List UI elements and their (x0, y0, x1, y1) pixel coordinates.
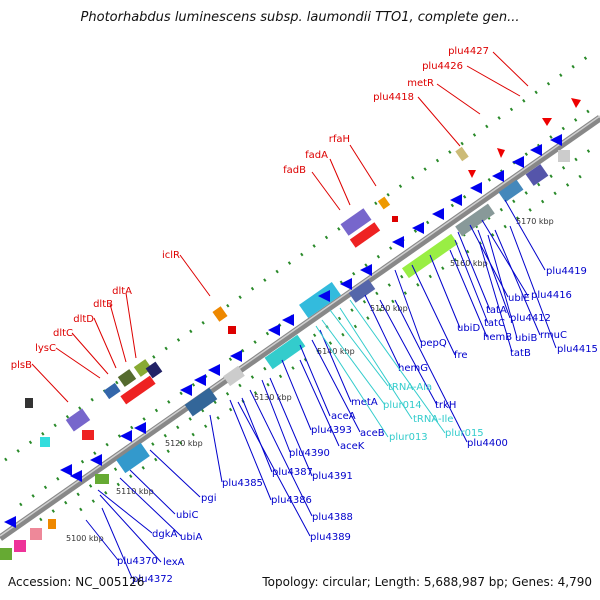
gene-label[interactable]: fadA (305, 150, 328, 161)
scale-tick-label: 5160 kbp (450, 259, 488, 268)
gene-label[interactable]: ubiD (457, 323, 480, 334)
gene-label[interactable]: tRNA-Ala (388, 382, 432, 393)
accession-label: Accession: NC_005126 (8, 575, 145, 589)
gene-label[interactable]: tatA (486, 305, 507, 316)
scale-tick-label: 5130 kbp (254, 393, 292, 402)
scale-tick-label: 5170 kbp (516, 217, 554, 226)
gene-label[interactable]: plu4386 (271, 495, 312, 506)
gene-label[interactable]: plur015 (445, 428, 484, 439)
gene-label[interactable]: metR (407, 78, 434, 89)
gene-label[interactable]: plu4416 (531, 290, 572, 301)
gene-arrows (4, 134, 562, 528)
gene-label[interactable]: plu4388 (312, 512, 353, 523)
topology-label: Topology: circular; Length: 5,688,987 bp… (262, 575, 592, 589)
scale-tick-label: 5140 kbp (317, 347, 355, 356)
cyan-gene-labels: tRNA-Ala plur014 tRNA-Ile plur013 plur01… (383, 382, 484, 443)
gene-label[interactable]: tRNA-Ile (413, 414, 453, 425)
gene-label[interactable]: plur014 (383, 400, 422, 411)
gene-label[interactable]: plu4370 (117, 556, 158, 567)
gene-label[interactable]: plu4400 (467, 438, 508, 449)
gene-label[interactable]: plu4419 (546, 266, 587, 277)
gene-label[interactable]: dgkA (152, 529, 177, 540)
gene-label[interactable]: trkH (435, 400, 456, 411)
gene-label[interactable]: metA (351, 397, 378, 408)
gene-label[interactable]: rmuC (540, 330, 567, 341)
gene-label[interactable]: iclR (162, 250, 180, 261)
gene-label[interactable]: plu4385 (222, 478, 263, 489)
gene-label[interactable]: plu4412 (510, 313, 551, 324)
gene-label[interactable]: fre (454, 350, 468, 361)
gene-label[interactable]: rfaH (329, 134, 350, 145)
gene-label[interactable]: aceK (340, 441, 365, 452)
gene-label[interactable]: plu4389 (310, 532, 351, 543)
gene-label[interactable]: hemG (398, 363, 428, 374)
gene-label[interactable]: dltC (53, 328, 73, 339)
gene-label[interactable]: pgi (201, 493, 216, 504)
scale-tick-label: 5150 kbp (370, 304, 408, 313)
red-gene-labels: plu4427 plu4426 metR plu4418 rfaH fadA f… (11, 46, 489, 371)
gene-label[interactable]: dltB (93, 299, 113, 310)
gene-label[interactable]: fadB (283, 165, 306, 176)
scale-tick-label: 5100 kbp (66, 534, 104, 543)
gene-label[interactable]: plu4393 (311, 425, 352, 436)
gene-label[interactable]: plu4415 (557, 344, 598, 355)
gene-label[interactable]: ubiE (508, 293, 530, 304)
blue-gene-labels: plu4419 plu4416 ubiE tatA plu4412 tatC r… (117, 266, 598, 585)
gene-features-forward (25, 98, 581, 447)
gene-label[interactable]: plu4390 (289, 448, 330, 459)
gene-label[interactable]: hemB (483, 332, 512, 343)
gene-features-reverse (0, 150, 570, 560)
gene-label[interactable]: ubiA (180, 532, 202, 543)
gene-label[interactable]: plu4427 (448, 46, 489, 57)
gene-label[interactable]: tatC (484, 318, 505, 329)
gene-label[interactable]: pepQ (420, 338, 447, 349)
gene-label[interactable]: aceA (331, 411, 356, 422)
blue-leaders (85, 199, 557, 579)
gene-label[interactable]: plu4391 (312, 471, 353, 482)
genome-backbone (0, 115, 600, 541)
gene-label[interactable]: plsB (11, 360, 32, 371)
gene-label[interactable]: lysC (35, 343, 56, 354)
gene-label[interactable]: dltA (112, 286, 132, 297)
gene-label[interactable]: ubiB (515, 333, 537, 344)
red-leaders (31, 51, 529, 403)
scale-tick-label: 5120 kbp (165, 439, 203, 448)
gene-label[interactable]: plu4372 (132, 574, 173, 585)
gene-label[interactable]: tatB (510, 348, 531, 359)
gene-label[interactable]: plu4387 (272, 467, 313, 478)
map-title: Photorhabdus luminescens subsp. laumondi… (80, 10, 520, 25)
gene-label[interactable]: ubiC (176, 510, 198, 521)
gene-label[interactable]: plu4418 (373, 92, 414, 103)
gene-label[interactable]: aceB (360, 428, 385, 439)
cyan-leaders (315, 299, 446, 438)
gene-label[interactable]: plu4426 (422, 61, 463, 72)
gene-label[interactable]: lexA (163, 557, 185, 568)
gene-label[interactable]: plur013 (389, 432, 428, 443)
gene-label[interactable]: dltD (73, 314, 94, 325)
